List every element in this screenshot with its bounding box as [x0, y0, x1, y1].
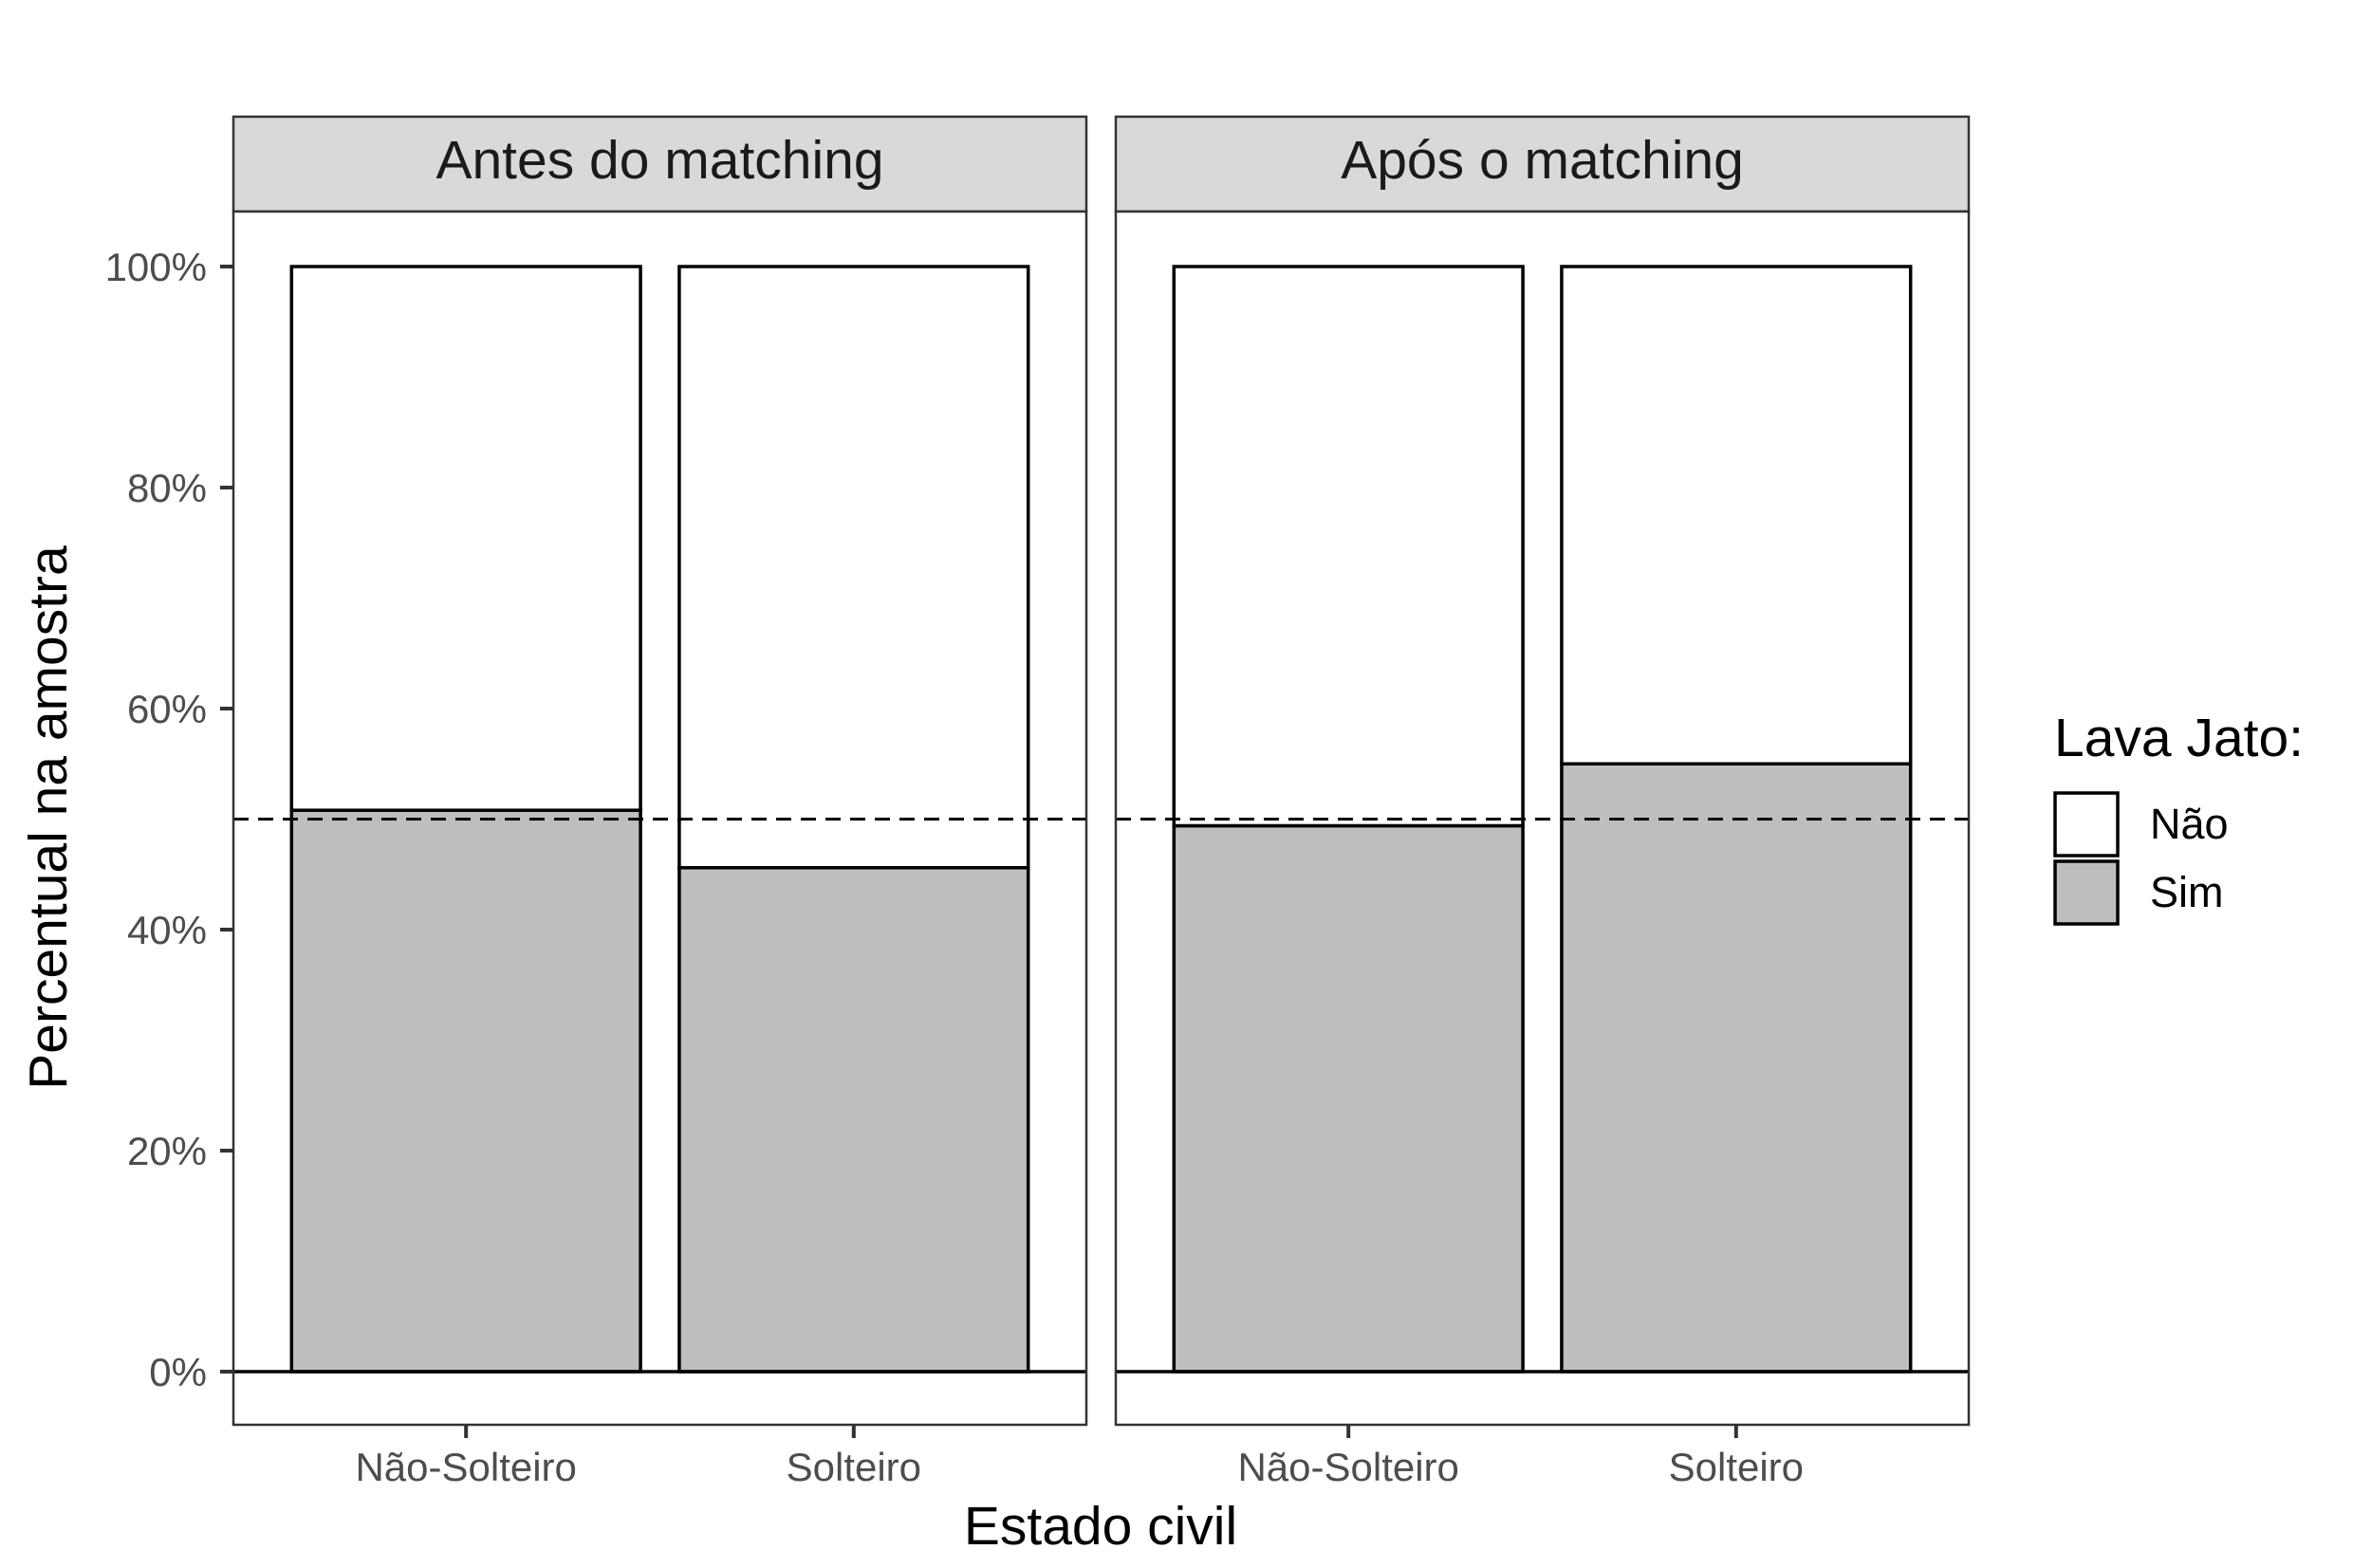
bar-nao — [289, 265, 642, 812]
legend-label: Sim — [2150, 868, 2224, 916]
y-tick-label: 20% — [127, 1129, 207, 1173]
panel-border — [232, 210, 1088, 1427]
x-tick-label: Não-Solteiro — [1237, 1445, 1458, 1489]
y-tick-label: 100% — [105, 245, 207, 289]
y-tick-label: 60% — [127, 687, 207, 731]
bar-sim — [1172, 823, 1525, 1374]
y-tick-label: 80% — [127, 466, 207, 510]
y-tick-label: 40% — [127, 908, 207, 952]
facet-strip — [232, 115, 1088, 213]
x-tick-label: Não-Solteiro — [355, 1445, 576, 1489]
facet-strip — [1114, 115, 1971, 213]
x-axis-title: Estado civil — [964, 1496, 1237, 1557]
bar-nao — [677, 265, 1030, 870]
y-axis-title: Percentual na amostra — [18, 545, 79, 1090]
y-axis: 0% 20% 40% 60% 80% 100% — [105, 245, 233, 1394]
bar-nao — [1560, 265, 1913, 766]
x-tick-label: Solteiro — [787, 1445, 921, 1489]
x-tick-label: Solteiro — [1669, 1445, 1804, 1489]
legend-label: Não — [2150, 800, 2229, 848]
legend: Lava Jato: Não Sim — [2053, 708, 2304, 926]
facet-panel-2: Após o matching Não-Solteiro Solteiro — [1114, 115, 1971, 1489]
bar-nao — [1172, 265, 1525, 828]
legend-key-sim — [2053, 859, 2120, 926]
bar-sim — [1560, 762, 1913, 1374]
facet-panel-1: Antes do matching Não-Solteiro Solteiro — [232, 115, 1088, 1489]
legend-key-nao — [2053, 791, 2120, 858]
y-tick-label: 0% — [149, 1350, 207, 1394]
legend-title: Lava Jato: — [2054, 708, 2304, 768]
panel-border — [1114, 210, 1971, 1427]
bar-sim — [289, 808, 642, 1374]
facet-title: Após o matching — [1341, 130, 1744, 191]
bar-sim — [677, 866, 1030, 1374]
facet-title: Antes do matching — [435, 130, 883, 191]
